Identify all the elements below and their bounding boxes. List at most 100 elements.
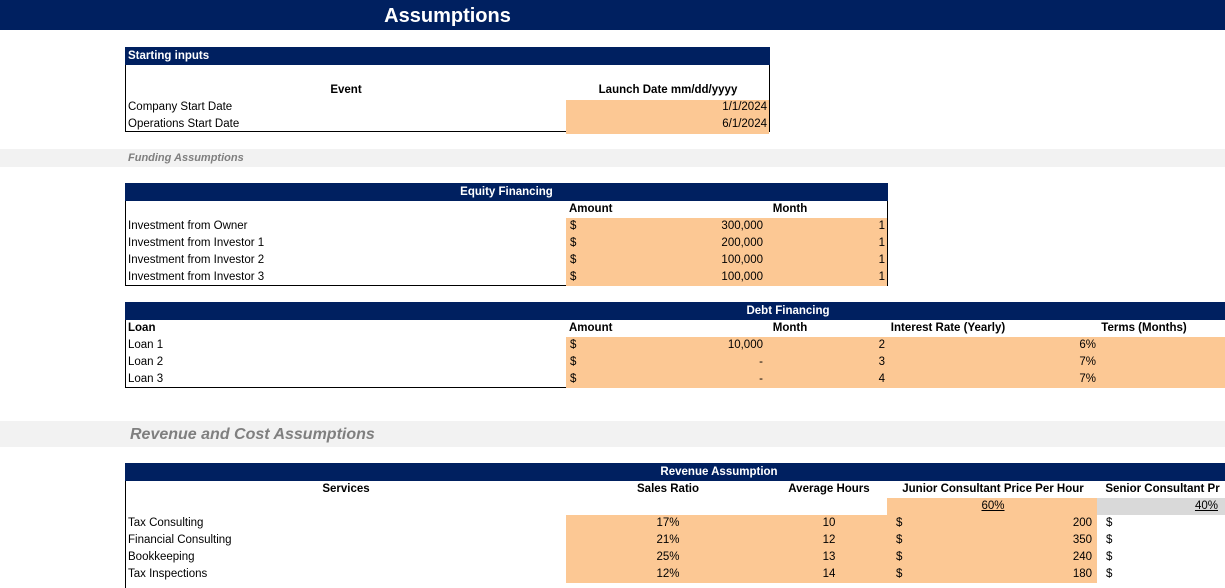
price: 200 (1072, 517, 1092, 529)
row-label: Investment from Investor 3 (128, 271, 265, 283)
currency: $ (1106, 517, 1113, 529)
input-cell (566, 371, 1225, 388)
input-cell (566, 269, 887, 286)
amount: 300,000 (721, 220, 763, 232)
page-title: Assumptions (384, 5, 511, 27)
column-header: Interest Rate (Yearly) (890, 322, 1006, 334)
row-label: Loan 1 (128, 339, 164, 351)
interest-rate: 6% (1079, 339, 1096, 351)
currency: $ (570, 237, 577, 249)
month: 1 (878, 220, 885, 232)
input-cell (566, 549, 1097, 566)
average-hours: 12 (822, 534, 836, 546)
input-cell (566, 218, 887, 235)
amount: 100,000 (721, 254, 763, 266)
input-cell (887, 498, 1097, 515)
date-value: 6/1/2024 (722, 118, 767, 130)
header-bar (0, 0, 1225, 30)
column-header: Month (772, 203, 808, 215)
currency: $ (896, 517, 903, 529)
currency: $ (896, 551, 903, 563)
column-header: Month (772, 322, 808, 334)
interest-rate: 7% (1079, 356, 1096, 368)
input-cell (566, 235, 887, 252)
column-header: Senior Consultant Pr (1105, 483, 1220, 495)
average-hours: 13 (822, 551, 836, 563)
average-hours: 14 (822, 568, 836, 580)
section-label: Funding Assumptions (128, 152, 244, 164)
input-cell (566, 532, 1097, 549)
row-label: Investment from Investor 2 (128, 254, 265, 266)
month: 4 (878, 373, 885, 385)
row-label: Operations Start Date (128, 118, 240, 130)
mix-value: 60% (981, 500, 1005, 512)
row-label: Bookkeeping (128, 551, 195, 563)
interest-rate: 7% (1079, 373, 1096, 385)
currency: $ (1106, 551, 1113, 563)
date-value: 1/1/2024 (722, 101, 767, 113)
month: 1 (878, 237, 885, 249)
table-title: Starting inputs (128, 50, 210, 62)
amount: 10,000 (727, 339, 763, 351)
title-bar (125, 302, 1225, 320)
row-label: Investment from Investor 1 (128, 237, 265, 249)
price: 240 (1072, 551, 1092, 563)
currency: $ (1106, 568, 1113, 580)
sales-ratio: 12% (656, 568, 680, 580)
row-label: Tax Consulting (128, 517, 204, 529)
sales-ratio: 21% (656, 534, 680, 546)
amount: - (759, 373, 763, 385)
average-hours: 10 (822, 517, 836, 529)
section-label: Revenue and Cost Assumptions (130, 426, 375, 443)
currency: $ (896, 568, 903, 580)
title-bar (125, 183, 888, 201)
column-header: Event (330, 84, 362, 96)
price: 350 (1072, 534, 1092, 546)
amount: - (759, 356, 763, 368)
mix-cell (1097, 498, 1225, 515)
row-label: Loan 3 (128, 373, 164, 385)
column-header: Amount (569, 203, 613, 215)
price: 180 (1072, 568, 1092, 580)
row-label: Loan 2 (128, 356, 164, 368)
input-cell (566, 117, 769, 134)
section-bar (0, 421, 1225, 447)
section-bar (0, 149, 1225, 167)
table-title: Debt Financing (746, 305, 830, 317)
column-header: Launch Date mm/dd/yyyy (598, 84, 738, 96)
month: 3 (878, 356, 885, 368)
month: 1 (878, 254, 885, 266)
column-header: Services (322, 483, 370, 495)
row-label: Financial Consulting (128, 534, 232, 546)
amount: 200,000 (721, 237, 763, 249)
column-header: Sales Ratio (637, 483, 699, 495)
row-label: Company Start Date (128, 101, 233, 113)
currency: $ (1106, 534, 1113, 546)
input-cell (566, 515, 1097, 532)
column-header: Amount (569, 322, 613, 334)
input-cell (566, 100, 769, 117)
column-header: Loan (128, 322, 156, 334)
sales-ratio: 17% (656, 517, 680, 529)
currency: $ (570, 373, 577, 385)
input-cell (566, 566, 1097, 583)
sales-ratio: 25% (656, 551, 680, 563)
amount: 100,000 (721, 271, 763, 283)
month: 2 (878, 339, 885, 351)
title-bar (125, 463, 1225, 481)
month: 1 (878, 271, 885, 283)
column-header: Junior Consultant Price Per Hour (902, 483, 1084, 495)
table-title: Equity Financing (460, 186, 553, 198)
mix-value: 40% (1194, 500, 1218, 512)
currency: $ (570, 220, 577, 232)
input-cell (566, 252, 887, 269)
input-cell (566, 337, 1225, 354)
column-header: Average Hours (788, 483, 870, 495)
table-title: Revenue Assumption (660, 466, 778, 478)
column-header: Terms (Months) (1101, 322, 1187, 334)
currency: $ (570, 339, 577, 351)
currency: $ (896, 534, 903, 546)
currency: $ (570, 254, 577, 266)
row-label: Investment from Owner (128, 220, 248, 232)
